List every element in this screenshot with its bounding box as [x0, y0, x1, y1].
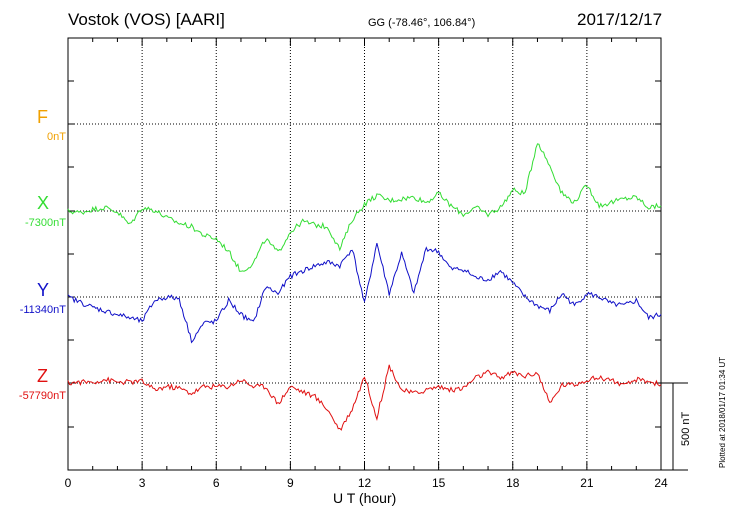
- x-tick-label: 9: [287, 476, 294, 490]
- baseline-label-x: -7300nT: [25, 217, 66, 229]
- x-tick-label: 0: [65, 476, 72, 490]
- component-label-z: Z: [37, 366, 48, 386]
- geo-coordinates: GG (-78.46°, 106.84°): [368, 17, 476, 29]
- x-tick-label: 21: [580, 476, 594, 490]
- axis-ticks: [67, 37, 662, 471]
- x-tick-label: 3: [139, 476, 146, 490]
- baseline-label-y: -11340nT: [19, 304, 66, 316]
- scale-bar: [661, 382, 688, 471]
- x-axis-label: U T (hour): [333, 490, 397, 506]
- plot-date: 2017/12/17: [577, 10, 663, 29]
- x-tick-label: 12: [358, 476, 372, 490]
- series-lines: [67, 143, 662, 431]
- grid: [68, 38, 661, 470]
- scale-bar-label: 500 nT: [680, 411, 692, 446]
- x-tick-label: 18: [506, 476, 520, 490]
- component-label-f: F: [37, 107, 48, 127]
- x-tick-label: 15: [432, 476, 446, 490]
- x-tick-label: 6: [213, 476, 220, 490]
- plotted-timestamp: Plotted at 2018/01/17 01:34 UT: [718, 356, 727, 468]
- series-line-x: [67, 143, 662, 272]
- x-tick-label: 24: [654, 476, 668, 490]
- station-title: Vostok (VOS) [AARI]: [68, 10, 225, 29]
- x-tick-labels: 0 3 6 9 12 15 18 21 24: [65, 476, 668, 490]
- series-line-y: [67, 242, 662, 344]
- component-label-x: X: [37, 193, 50, 213]
- component-label-y: Y: [37, 280, 50, 300]
- series-line-z: [67, 364, 662, 431]
- baseline-label-z: -57790nT: [18, 390, 66, 402]
- baseline-label-f: 0nT: [47, 131, 66, 143]
